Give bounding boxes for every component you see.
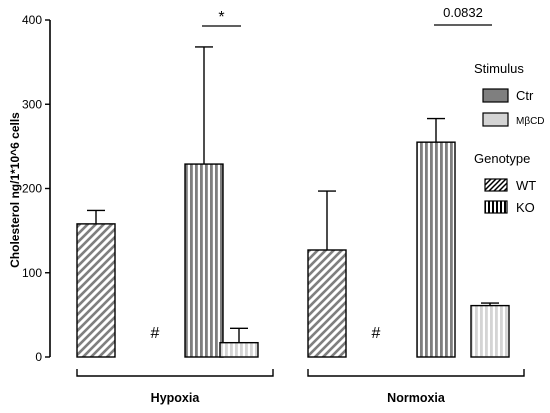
legend-genotype-title: Genotype: [474, 151, 530, 166]
bar-normoxia-ko-ctr: [416, 141, 456, 358]
bar-normoxia-wt-ctr: [307, 249, 347, 358]
y-tick-label: 300: [22, 97, 42, 111]
not-detected-marker: #: [372, 325, 381, 342]
not-detected-marker: #: [151, 325, 160, 342]
legend-swatch-ko: [484, 200, 508, 214]
y-tick-label: 200: [22, 182, 42, 196]
legend-swatch-mbcd: [482, 112, 509, 127]
y-tick-label: 0: [35, 350, 42, 364]
group-bracket: [76, 369, 274, 377]
legend-swatch-ctr: [482, 88, 509, 103]
group-label: Normoxia: [387, 391, 446, 405]
group-brackets: Hypoxia Normoxia: [76, 369, 525, 405]
legend-stimulus-entries: Ctr MβCD: [482, 88, 545, 127]
bars: [76, 46, 510, 358]
comparison-label: 0.0832: [443, 5, 483, 20]
y-axis: 0 100 200 300 400: [22, 13, 51, 364]
bar-hypoxia-wt-ctr: [76, 223, 116, 358]
bar-normoxia-ko-mbcd: [470, 304, 510, 358]
legend-stimulus-title: Stimulus: [474, 61, 524, 76]
y-tick-label: 400: [22, 13, 42, 27]
comparison-label: *: [218, 9, 224, 26]
legend-swatch-wt: [484, 178, 508, 192]
legend-genotype-entries: WT KO: [484, 178, 536, 215]
y-axis-label: Cholesterol ng/1*10^6 cells: [8, 112, 22, 268]
legend-label: MβCD: [516, 116, 545, 127]
legend-label: WT: [516, 178, 536, 193]
legend-label: Ctr: [516, 88, 534, 103]
group-bracket: [307, 369, 525, 377]
bar-hypoxia-ko-ctr: [184, 163, 224, 358]
group-label: Hypoxia: [151, 391, 201, 405]
legend-label: KO: [516, 200, 535, 215]
annotations: # * #0.0832: [151, 5, 492, 342]
bar-hypoxia-ko-mbcd: [219, 341, 259, 358]
legend: Stimulus Ctr MβCD Genotype WT KO: [474, 61, 545, 215]
y-tick-label: 100: [22, 266, 42, 280]
